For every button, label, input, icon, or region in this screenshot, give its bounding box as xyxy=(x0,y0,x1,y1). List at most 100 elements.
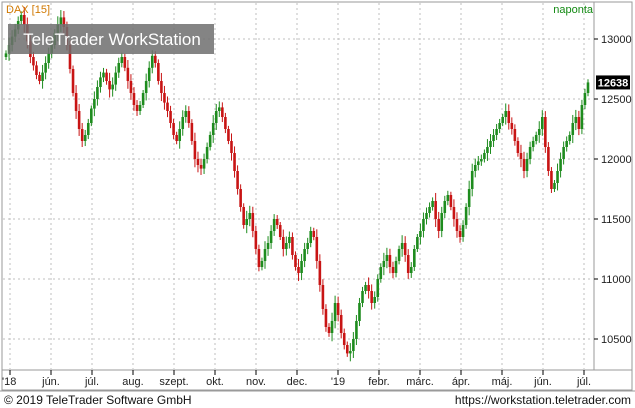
candle-body xyxy=(531,141,535,147)
candle-body xyxy=(154,55,157,63)
candle-body xyxy=(504,111,508,117)
candle-body xyxy=(452,207,456,219)
candle-body xyxy=(473,165,477,171)
x-tick-label: okt. xyxy=(206,376,224,388)
candle-body xyxy=(141,93,145,105)
candle-body xyxy=(291,237,294,255)
candle-body xyxy=(41,72,44,81)
candle-body xyxy=(44,63,47,73)
plot-frame xyxy=(1,1,595,371)
candle-body xyxy=(132,93,136,105)
candle-body xyxy=(516,141,520,153)
candle-body xyxy=(449,195,453,207)
candle-body xyxy=(492,135,495,141)
candle-body xyxy=(413,249,416,267)
candle-body xyxy=(388,255,392,267)
candle-body xyxy=(333,303,337,321)
candle-body xyxy=(318,261,322,285)
candle-body xyxy=(419,231,422,237)
candle-body xyxy=(547,147,550,171)
candle-body xyxy=(47,53,50,63)
candle-body xyxy=(245,219,249,225)
candle-body xyxy=(196,159,200,165)
y-axis-panel xyxy=(593,1,633,371)
candle-body xyxy=(458,231,462,237)
candle-body xyxy=(364,285,367,291)
candle-body xyxy=(498,123,501,129)
candle-body xyxy=(553,183,556,189)
candle-body xyxy=(117,63,121,73)
candle-body xyxy=(184,111,188,117)
candle-body xyxy=(35,65,38,75)
symbol-label[interactable]: DAX [15] xyxy=(6,4,50,16)
candle-body xyxy=(172,123,175,135)
x-tick-label: júl. xyxy=(576,376,591,388)
x-tick-label: szept. xyxy=(159,376,188,388)
candle-body xyxy=(269,231,273,243)
candle-body xyxy=(428,207,431,213)
candle-body xyxy=(391,267,395,273)
candle-body xyxy=(181,117,185,129)
candle-body xyxy=(114,72,117,85)
candle-body xyxy=(309,231,313,243)
candle-body xyxy=(221,107,224,117)
candle-body xyxy=(166,102,169,111)
candle-body xyxy=(486,147,489,153)
candle-body xyxy=(202,159,206,169)
candle-body xyxy=(227,129,230,141)
candle-body xyxy=(345,345,349,354)
candle-body xyxy=(455,219,459,231)
y-tick-label: 13000 xyxy=(601,34,632,46)
candle-body xyxy=(83,135,87,141)
candle-body xyxy=(577,117,581,129)
candle-body xyxy=(236,171,239,189)
candle-body xyxy=(135,105,139,111)
candle-body xyxy=(77,111,81,129)
candle-body xyxy=(71,69,75,93)
candle-body xyxy=(385,255,389,261)
candle-body xyxy=(38,75,41,81)
candle-body xyxy=(397,249,401,261)
candle-body xyxy=(144,81,148,93)
candle-body xyxy=(522,159,526,171)
candle-body xyxy=(187,111,191,123)
candle-body xyxy=(480,159,483,162)
url-link[interactable]: https://workstation.teletrader.com xyxy=(455,393,631,407)
candle-body xyxy=(297,267,300,273)
candle-body xyxy=(248,213,252,219)
candle-body xyxy=(205,147,209,159)
candle-body xyxy=(339,315,343,333)
candle-body xyxy=(562,147,565,159)
candle-body xyxy=(254,231,258,249)
candle-body xyxy=(443,201,447,213)
candle-body xyxy=(230,141,233,153)
candle-body xyxy=(157,63,160,81)
candle-body xyxy=(129,81,133,93)
candle-body xyxy=(537,129,541,135)
period-label[interactable]: naponta xyxy=(553,4,594,16)
x-tick-label: máj. xyxy=(492,376,513,388)
y-tick-label: 12500 xyxy=(601,94,632,106)
candle-body xyxy=(367,285,370,291)
candle-body xyxy=(501,117,504,123)
x-tick-label: '19 xyxy=(331,376,345,388)
y-tick-label: 11000 xyxy=(601,274,631,286)
x-axis-panel xyxy=(1,369,633,391)
candle-body xyxy=(163,93,166,103)
x-tick-label: ápr. xyxy=(452,376,470,388)
candle-body xyxy=(324,309,328,327)
candle-body xyxy=(464,207,468,225)
candle-body xyxy=(507,111,511,123)
candle-body xyxy=(461,225,465,237)
candle-body xyxy=(361,291,364,303)
candle-body xyxy=(544,117,547,147)
candle-body xyxy=(4,53,8,57)
candle-body xyxy=(342,333,346,345)
x-tick-label: nov. xyxy=(246,376,266,388)
candle-body xyxy=(275,219,279,225)
candle-body xyxy=(373,297,377,303)
candle-body xyxy=(568,135,572,141)
candle-body xyxy=(379,267,383,279)
candle-body xyxy=(123,57,127,68)
